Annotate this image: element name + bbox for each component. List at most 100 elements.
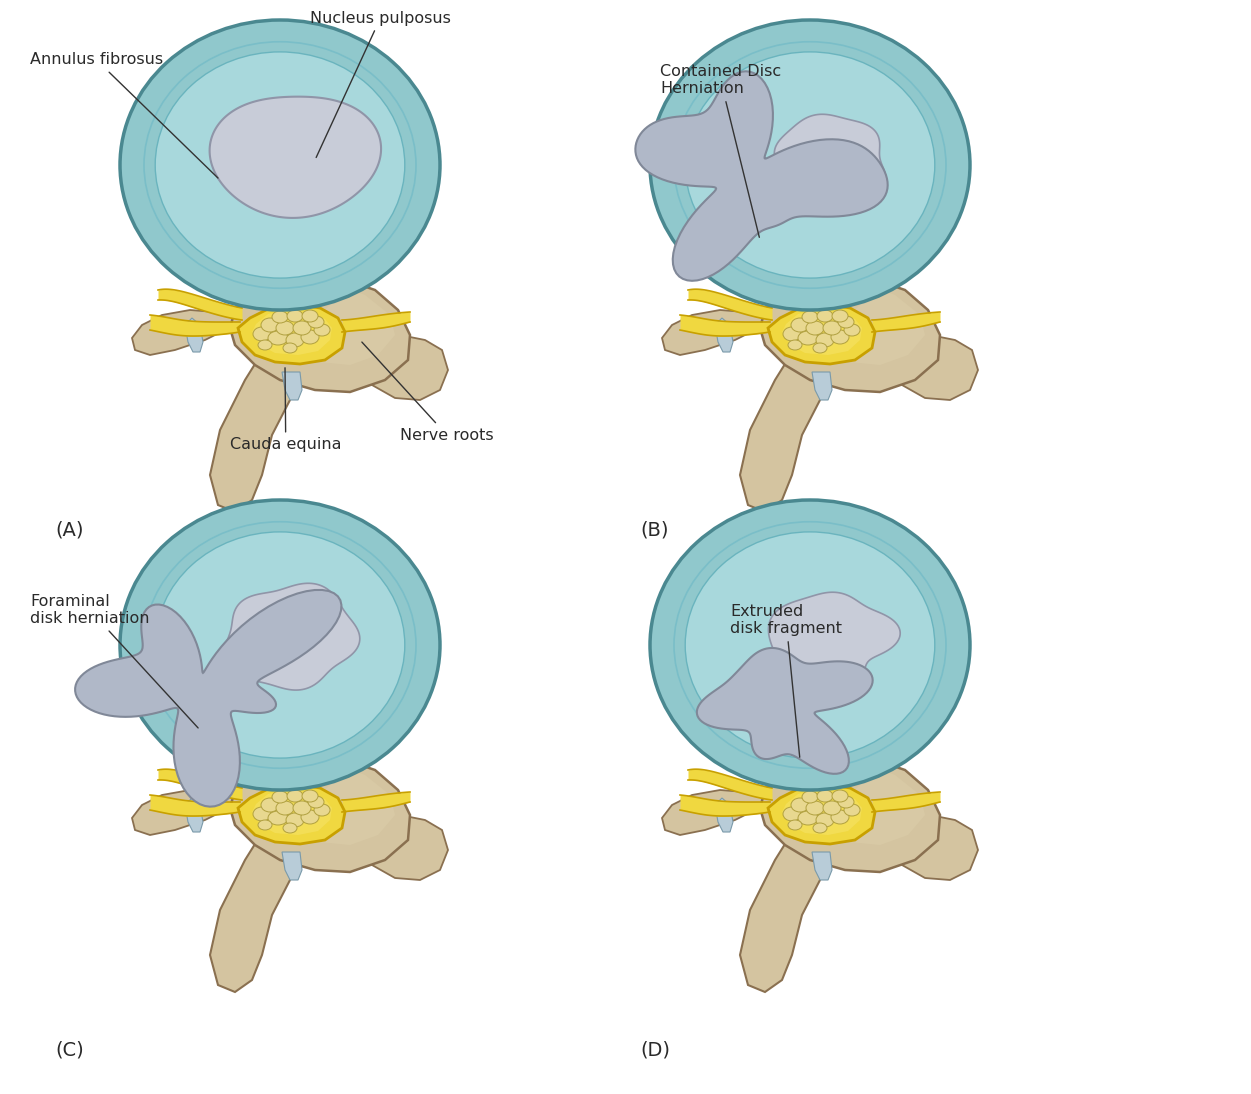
Ellipse shape (686, 532, 934, 758)
Ellipse shape (308, 316, 324, 328)
Polygon shape (210, 820, 300, 992)
Polygon shape (281, 852, 301, 880)
Ellipse shape (817, 790, 833, 802)
Text: Annulus fibrosus: Annulus fibrosus (30, 53, 218, 178)
Polygon shape (358, 330, 448, 400)
Ellipse shape (253, 807, 271, 820)
Ellipse shape (301, 810, 319, 824)
Polygon shape (238, 784, 345, 843)
Ellipse shape (314, 324, 330, 336)
Polygon shape (716, 798, 733, 833)
Polygon shape (300, 282, 395, 365)
Ellipse shape (802, 311, 818, 323)
Polygon shape (662, 790, 771, 835)
Ellipse shape (283, 344, 296, 353)
Ellipse shape (286, 790, 303, 802)
Polygon shape (741, 340, 829, 512)
Polygon shape (185, 798, 203, 833)
Text: (B): (B) (641, 520, 668, 539)
Polygon shape (829, 282, 924, 365)
Ellipse shape (798, 811, 818, 825)
Ellipse shape (816, 813, 834, 827)
Ellipse shape (817, 310, 833, 322)
Text: (C): (C) (55, 1040, 84, 1059)
Ellipse shape (788, 340, 802, 350)
Ellipse shape (301, 310, 318, 322)
Ellipse shape (155, 51, 405, 278)
Ellipse shape (308, 796, 324, 808)
Polygon shape (697, 648, 873, 773)
Polygon shape (741, 820, 829, 992)
Ellipse shape (271, 311, 288, 323)
Ellipse shape (844, 324, 859, 336)
Text: Nucleus pulposus: Nucleus pulposus (310, 11, 450, 158)
Ellipse shape (798, 331, 818, 345)
Polygon shape (75, 590, 342, 806)
Polygon shape (281, 372, 301, 400)
Ellipse shape (276, 801, 294, 815)
Polygon shape (238, 304, 345, 364)
Ellipse shape (286, 310, 303, 322)
Polygon shape (230, 274, 410, 392)
Polygon shape (716, 318, 733, 352)
Polygon shape (230, 754, 410, 872)
Text: Contained Disc
Herniation: Contained Disc Herniation (661, 63, 781, 237)
Ellipse shape (813, 344, 827, 353)
Polygon shape (768, 784, 874, 843)
Ellipse shape (783, 807, 801, 820)
Text: (D): (D) (641, 1040, 671, 1059)
Ellipse shape (802, 791, 818, 803)
Polygon shape (224, 583, 360, 690)
Polygon shape (829, 763, 924, 845)
Ellipse shape (261, 798, 279, 812)
Ellipse shape (783, 327, 801, 341)
Ellipse shape (258, 820, 271, 830)
Ellipse shape (286, 333, 304, 347)
Ellipse shape (155, 532, 405, 758)
Polygon shape (774, 114, 886, 208)
Ellipse shape (271, 791, 288, 803)
Ellipse shape (651, 20, 970, 310)
Polygon shape (210, 96, 382, 218)
Ellipse shape (788, 820, 802, 830)
Polygon shape (768, 304, 874, 364)
Polygon shape (636, 71, 888, 281)
Ellipse shape (816, 333, 834, 347)
Ellipse shape (791, 798, 809, 812)
Ellipse shape (268, 331, 288, 345)
Text: Foraminal
disk herniation: Foraminal disk herniation (30, 594, 198, 728)
Text: (A): (A) (55, 520, 84, 539)
Ellipse shape (651, 500, 970, 790)
Ellipse shape (268, 811, 288, 825)
Polygon shape (768, 592, 901, 696)
Ellipse shape (844, 804, 859, 816)
Ellipse shape (120, 20, 440, 310)
Ellipse shape (253, 327, 271, 341)
Polygon shape (761, 274, 940, 392)
Ellipse shape (686, 51, 934, 278)
Ellipse shape (286, 813, 304, 827)
Ellipse shape (831, 810, 849, 824)
Polygon shape (662, 310, 771, 354)
Ellipse shape (261, 318, 279, 331)
Polygon shape (761, 754, 940, 872)
Polygon shape (812, 372, 832, 400)
Polygon shape (888, 810, 978, 880)
Polygon shape (782, 310, 862, 354)
Text: Cauda equina: Cauda equina (230, 368, 342, 453)
Ellipse shape (276, 321, 294, 335)
Ellipse shape (301, 330, 319, 344)
Polygon shape (251, 790, 332, 835)
Polygon shape (888, 330, 978, 400)
Ellipse shape (301, 790, 318, 802)
Ellipse shape (813, 823, 827, 833)
Polygon shape (210, 340, 300, 512)
Ellipse shape (283, 823, 296, 833)
Ellipse shape (806, 801, 824, 815)
Ellipse shape (120, 500, 440, 790)
Ellipse shape (258, 340, 271, 350)
Ellipse shape (832, 790, 848, 802)
Ellipse shape (314, 804, 330, 816)
Polygon shape (133, 310, 240, 354)
Ellipse shape (838, 796, 854, 808)
